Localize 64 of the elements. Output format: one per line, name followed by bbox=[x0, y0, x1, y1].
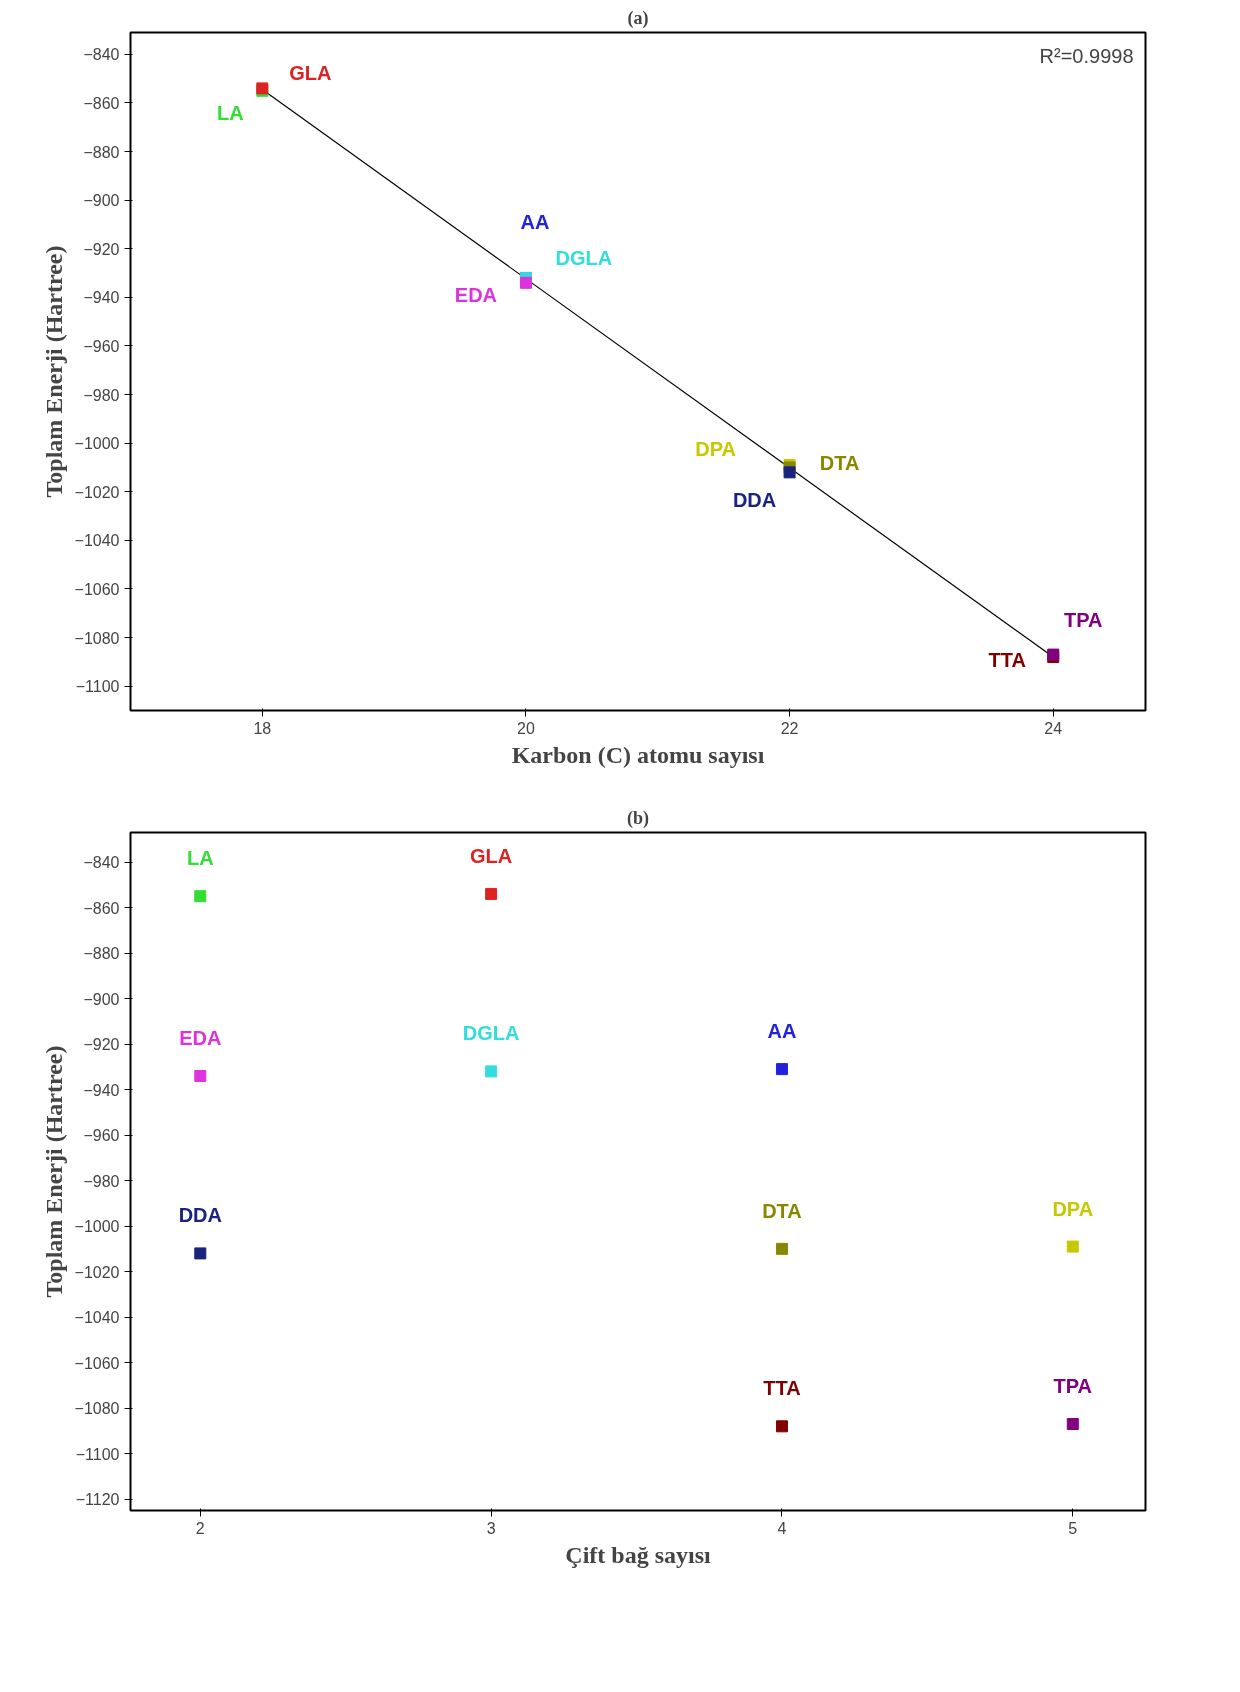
y-tick-label: −960 bbox=[83, 337, 120, 355]
y-tick-label: −1040 bbox=[74, 1309, 120, 1327]
y-tick-label: −1000 bbox=[74, 435, 120, 453]
series-label: EDA bbox=[179, 1026, 222, 1049]
y-tick-label: −1040 bbox=[74, 532, 120, 550]
series-label: DPA bbox=[1052, 1197, 1094, 1220]
y-tick-label: −940 bbox=[83, 1081, 120, 1099]
series-label: GLA bbox=[289, 62, 332, 85]
y-tick-label: −880 bbox=[83, 143, 120, 161]
series-label: DDA bbox=[178, 1204, 222, 1227]
y-tick-label: −840 bbox=[83, 46, 120, 64]
series-label: DTA bbox=[819, 452, 860, 475]
x-tick-label: 4 bbox=[777, 1519, 787, 1537]
x-tick-label: 22 bbox=[780, 719, 799, 737]
series-label: GLA bbox=[470, 844, 513, 867]
x-tick-label: 24 bbox=[1044, 719, 1063, 737]
annotation: R²=0.9998 bbox=[1039, 44, 1134, 67]
series-label: TTA bbox=[988, 649, 1026, 672]
y-tick-label: −920 bbox=[83, 1036, 120, 1054]
y-tick-label: −1100 bbox=[75, 678, 120, 696]
y-tick-label: −1020 bbox=[74, 483, 120, 501]
y-tick-label: −900 bbox=[83, 192, 120, 210]
y-tick-label: −980 bbox=[83, 1172, 120, 1190]
y-tick-label: −1020 bbox=[74, 1263, 120, 1281]
x-tick-label: 20 bbox=[517, 719, 535, 737]
y-tick-label: −1080 bbox=[74, 629, 120, 647]
y-tick-label: −1000 bbox=[74, 1218, 120, 1236]
series-label: LA bbox=[186, 847, 214, 870]
y-tick-label: −860 bbox=[83, 94, 120, 112]
series-label: TPA bbox=[1063, 608, 1103, 631]
y-tick-label: −1080 bbox=[74, 1400, 120, 1418]
chart-title: (b) bbox=[627, 807, 650, 829]
x-axis-title: Çift bağ sayısı bbox=[565, 1541, 712, 1568]
y-tick-label: −880 bbox=[83, 945, 120, 963]
series-label: DGLA bbox=[462, 1022, 520, 1045]
chart-title: (a) bbox=[627, 7, 649, 29]
y-tick-label: −920 bbox=[83, 240, 120, 258]
series-label: LA bbox=[216, 101, 244, 124]
x-tick-label: 2 bbox=[195, 1519, 205, 1537]
y-axis-title: Toplam Enerji (Hartree) bbox=[40, 245, 67, 498]
y-tick-label: −860 bbox=[83, 899, 120, 917]
text: DPA bbox=[695, 438, 736, 461]
y-tick-label: −1100 bbox=[75, 1445, 120, 1463]
series-label: TPA bbox=[1053, 1375, 1093, 1398]
x-tick-label: 5 bbox=[1068, 1519, 1078, 1537]
series-label: DTA bbox=[762, 1199, 802, 1222]
series-label: TTA bbox=[763, 1377, 801, 1400]
y-tick-label: −1060 bbox=[74, 580, 120, 598]
series-label: EDA bbox=[454, 283, 498, 306]
series-label: DDA bbox=[732, 489, 777, 512]
y-tick-label: −980 bbox=[83, 386, 120, 404]
y-tick-label: −1120 bbox=[75, 1491, 120, 1509]
y-tick-label: −960 bbox=[83, 1127, 120, 1145]
x-tick-label: 18 bbox=[253, 719, 272, 737]
y-tick-label: −1060 bbox=[74, 1354, 120, 1372]
series-label: DGLA bbox=[555, 246, 613, 269]
series-label: AA bbox=[520, 210, 550, 233]
series-label: AA bbox=[767, 1020, 797, 1043]
x-tick-label: 3 bbox=[486, 1519, 496, 1537]
y-axis-title: Toplam Enerji (Hartree) bbox=[40, 1045, 67, 1298]
x-axis-title: Karbon (C) atomu sayısı bbox=[511, 741, 765, 768]
y-tick-label: −940 bbox=[83, 289, 120, 307]
y-tick-label: −900 bbox=[83, 990, 120, 1008]
y-tick-label: −840 bbox=[83, 854, 120, 872]
